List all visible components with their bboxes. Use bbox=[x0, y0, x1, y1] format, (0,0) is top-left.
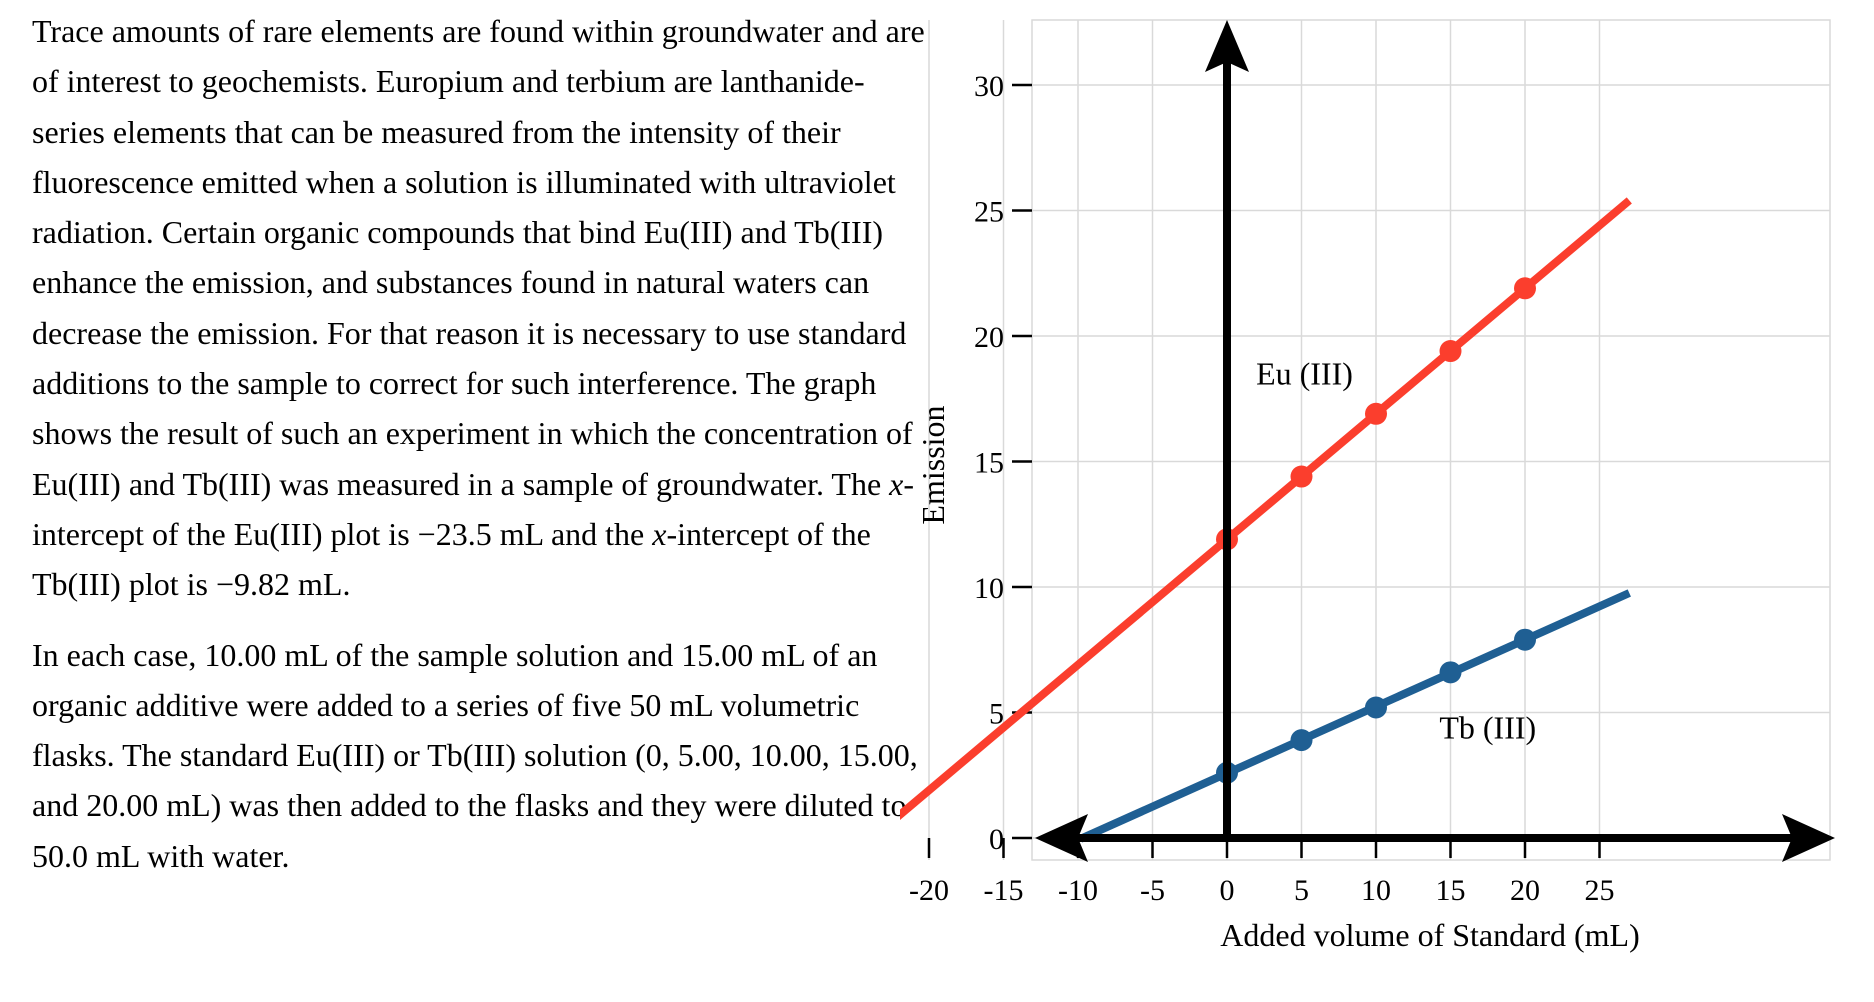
y-tick-label: 25 bbox=[974, 196, 1004, 229]
y-axis-label: Emission bbox=[915, 405, 951, 524]
data-point bbox=[1290, 729, 1313, 752]
data-point bbox=[1439, 340, 1462, 363]
x-tick-label: 0 bbox=[1220, 874, 1235, 907]
x-tick-label: 5 bbox=[1294, 874, 1309, 907]
x-tick-label: 25 bbox=[1585, 874, 1615, 907]
data-point bbox=[1514, 628, 1536, 651]
y-tick-label: 0 bbox=[989, 823, 1004, 856]
data-point bbox=[1514, 277, 1536, 300]
series-line bbox=[1079, 589, 1631, 843]
series-label: Eu (III) bbox=[1256, 356, 1353, 392]
x-tick-label: -10 bbox=[1058, 874, 1098, 907]
x-variable: x bbox=[652, 515, 667, 552]
series-layer: Eu (III) Tb (III) bbox=[900, 197, 1632, 843]
x-tick-label: 15 bbox=[1436, 874, 1466, 907]
x-axis-right-arrowhead bbox=[1782, 814, 1835, 862]
x-variable: x bbox=[889, 465, 904, 502]
data-point bbox=[1439, 661, 1462, 684]
y-tick-label: 15 bbox=[974, 447, 1004, 480]
paragraph-1-part-a: Trace amounts of rare elements are found… bbox=[32, 13, 925, 502]
x-axis-label: Added volume of Standard (mL) bbox=[1220, 917, 1639, 953]
y-axis-arrowhead bbox=[1205, 20, 1249, 72]
x-tick-label: -15 bbox=[984, 874, 1024, 907]
paragraph-1: Trace amounts of rare elements are found… bbox=[32, 6, 932, 610]
series-label: Tb (III) bbox=[1439, 710, 1536, 746]
y-tick-label: 10 bbox=[974, 572, 1004, 605]
x-tick-label: -20 bbox=[909, 874, 949, 907]
series-line bbox=[900, 197, 1632, 820]
data-point bbox=[1365, 402, 1387, 425]
axes bbox=[1035, 20, 1835, 862]
y-tick-label: 5 bbox=[989, 698, 1004, 731]
problem-text: Trace amounts of rare elements are found… bbox=[32, 6, 932, 881]
paragraph-2: In each case, 10.00 mL of the sample sol… bbox=[32, 636, 918, 874]
data-point bbox=[1290, 465, 1313, 488]
x-axis-left-arrowhead bbox=[1035, 814, 1088, 862]
y-tick-label: 20 bbox=[974, 321, 1004, 354]
paragraph-1-part-b: -intercept of the Eu(III) plot is −23.5 … bbox=[32, 465, 915, 552]
grid bbox=[928, 20, 1830, 860]
data-point bbox=[1365, 696, 1387, 719]
x-tick-label: 20 bbox=[1510, 874, 1540, 907]
x-tick-label: -5 bbox=[1140, 874, 1165, 907]
y-tick-label: 30 bbox=[974, 70, 1004, 103]
x-tick-label: 10 bbox=[1361, 874, 1391, 907]
paragraph-1-part-c: -intercept of the Tb(III) plot is −9.82 … bbox=[32, 515, 871, 603]
plot-area-frame bbox=[1031, 19, 1831, 861]
